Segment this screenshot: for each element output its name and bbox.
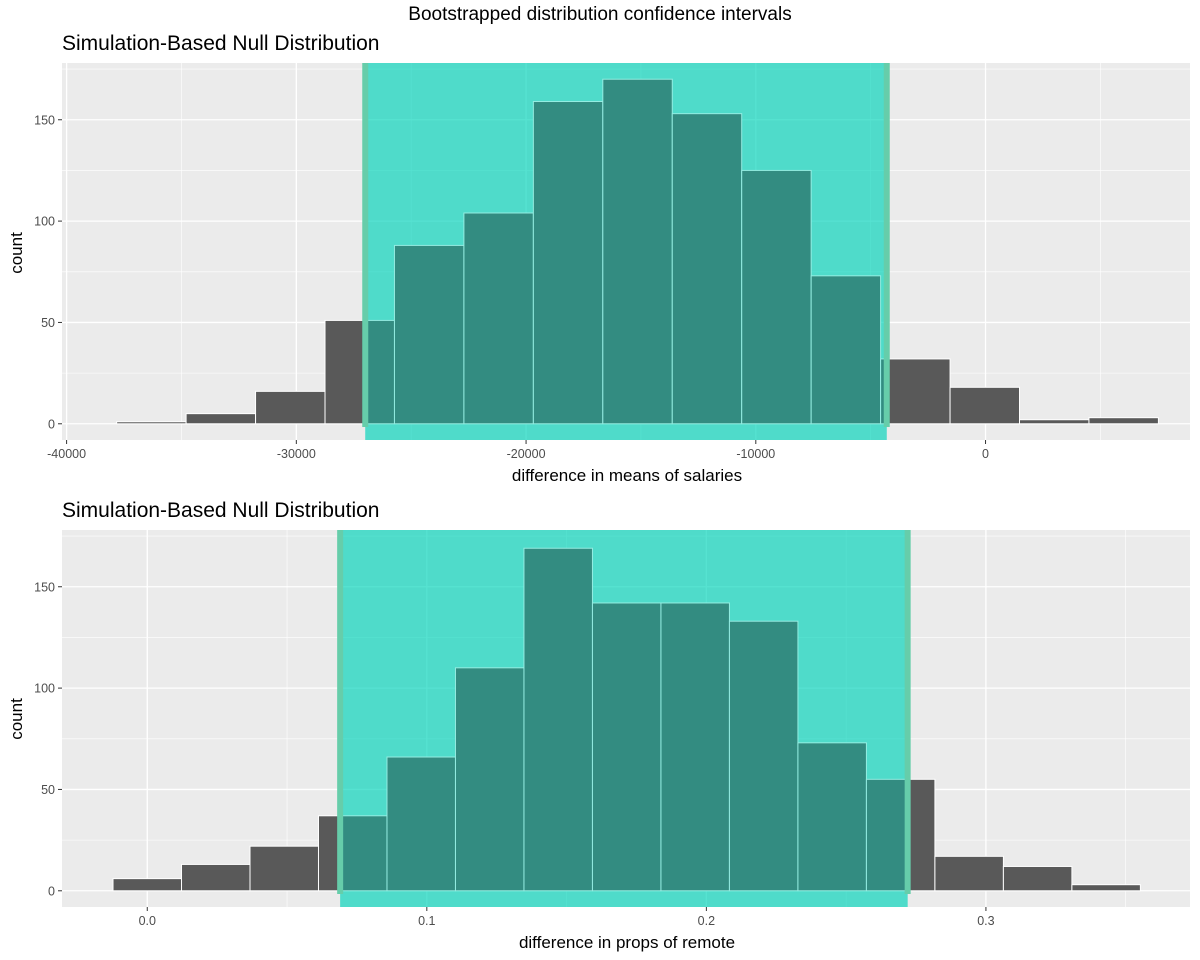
histogram-bar: [660, 602, 730, 892]
y-tick-label: 150: [34, 580, 55, 594]
chart-title: Simulation-Based Null Distribution: [62, 32, 379, 55]
histogram-bar: [112, 878, 183, 892]
y-tick-label: 50: [41, 783, 55, 797]
histogram-bar: [934, 855, 1004, 892]
x-axis-label: difference in means of salaries: [512, 466, 742, 485]
histogram-bar: [181, 863, 251, 892]
x-axis-label: difference in props of remote: [519, 933, 735, 952]
figure-suptitle: Bootstrapped distribution confidence int…: [408, 4, 791, 25]
histogram-bar: [810, 275, 882, 425]
y-axis-label: count: [7, 698, 26, 740]
x-tick-label: 0.0: [139, 914, 156, 928]
histogram-bar: [523, 547, 593, 892]
x-tick-label: -30000: [277, 447, 316, 461]
histogram-bar: [532, 101, 604, 425]
histogram-bar: [1071, 884, 1141, 892]
x-tick-label: 0.1: [418, 914, 435, 928]
y-tick-label: 0: [48, 417, 55, 431]
histogram-bar: [255, 390, 326, 425]
histogram-bar: [728, 620, 799, 892]
histogram-bar: [386, 756, 456, 892]
histogram-bar: [797, 742, 867, 892]
histogram-bar: [591, 602, 662, 892]
x-tick-label: 0: [982, 447, 989, 461]
histogram-bar: [1019, 419, 1090, 425]
histogram-bar: [249, 845, 319, 892]
histogram-bar: [741, 169, 812, 425]
histogram-bar: [880, 358, 951, 425]
x-tick-label: -10000: [736, 447, 775, 461]
histogram-bar: [454, 667, 525, 892]
chart-remote: Simulation-Based Null Distribution diffe…: [7, 499, 1190, 952]
histogram-bar: [393, 244, 465, 425]
histogram-bar: [1002, 865, 1073, 892]
y-tick-label: 50: [41, 316, 55, 330]
y-tick-label: 150: [34, 113, 55, 127]
y-axis-label: count: [7, 232, 26, 274]
ci-shade-overlay: [340, 530, 908, 907]
histogram-bar: [324, 319, 395, 425]
chart-salaries: Simulation-Based Null Distribution diffe…: [7, 32, 1190, 485]
x-tick-label: 0.2: [698, 914, 715, 928]
y-tick-label: 0: [48, 884, 55, 898]
x-tick-label: -20000: [507, 447, 546, 461]
histogram-bar: [1088, 417, 1159, 425]
chart-title: Simulation-Based Null Distribution: [62, 499, 379, 522]
ci-shade-overlay: [365, 63, 887, 440]
histogram-bar: [949, 386, 1021, 425]
histogram-bar: [463, 212, 534, 425]
histogram-bar: [116, 421, 187, 425]
histogram-bar: [671, 113, 743, 425]
y-tick-label: 100: [34, 682, 55, 696]
histogram-bar: [185, 413, 257, 425]
y-tick-label: 100: [34, 215, 55, 229]
histogram-bar: [865, 778, 936, 892]
histogram-bar: [317, 815, 388, 892]
x-tick-label: -40000: [47, 447, 86, 461]
x-tick-label: 0.3: [977, 914, 994, 928]
